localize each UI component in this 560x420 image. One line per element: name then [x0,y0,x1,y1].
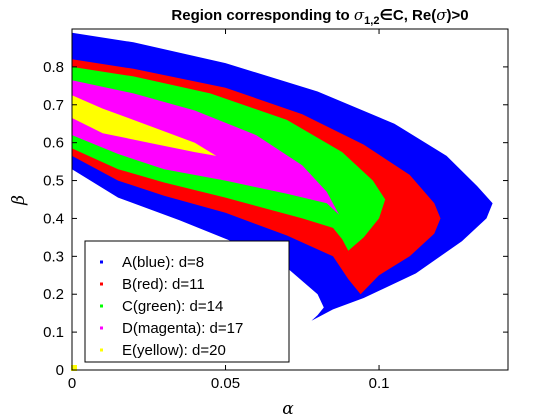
legend-marker-4 [100,348,103,352]
y-tick-label-1: 0.1 [43,324,64,341]
extra-point-0 [71,365,77,371]
title-main: Region corresponding to [171,7,354,24]
legend-label-2: C(green): d=14 [122,298,223,315]
legend-label-1: B(red): d=11 [122,276,205,293]
y-tick-label-4: 0.4 [43,210,64,227]
legend-label-3: D(magenta): d=17 [122,320,243,337]
legend-marker-2 [100,304,103,308]
y-tick-label-6: 0.6 [43,135,64,152]
title-rest: ∈C, Re( [379,7,436,24]
legend-box [84,240,290,363]
x-tick-label-2: 0.1 [369,375,390,392]
x-tick-label-1: 0.05 [211,375,240,392]
x-axis-label: α [282,399,294,419]
plot-frame [71,28,509,371]
y-tick-label-0: 0 [56,362,64,379]
legend-label-0: A(blue): d=8 [122,254,204,271]
legend-marker-0 [100,260,103,264]
region-series-3 [72,80,340,215]
legend-marker-3 [100,326,103,330]
title-subscript: 1,2 [364,15,379,27]
y-tick-label-2: 0.2 [43,286,64,303]
x-axis-ticks: 0 0.05 0.1 [68,29,390,392]
region-series-4 [72,95,217,156]
y-tick-label-5: 0.5 [43,173,64,190]
y-tick-label-8: 0.8 [43,59,64,76]
chart-title: Region corresponding to σ1,2∈C, Re(σ)>0 [171,6,468,27]
y-tick-label-3: 0.3 [43,248,64,265]
region-series [72,32,493,321]
legend-marker-1 [100,282,103,286]
title-sigma-2: σ [436,6,447,24]
legend-label-4: E(yellow): d=20 [122,342,226,359]
title-end: )>0 [446,7,468,24]
y-axis-label: β [9,195,29,206]
y-axis-ticks: 0 0.1 0.2 0.3 0.4 0.5 0.6 0.7 0.8 [43,59,508,379]
legend: A(blue): d=8 B(red): d=11 C(green): d=14 D(… [84,240,290,363]
y-tick-label-7: 0.7 [43,97,64,114]
title-sigma: σ [354,6,365,24]
x-tick-label-0: 0 [68,375,76,392]
extra-points [71,365,77,371]
